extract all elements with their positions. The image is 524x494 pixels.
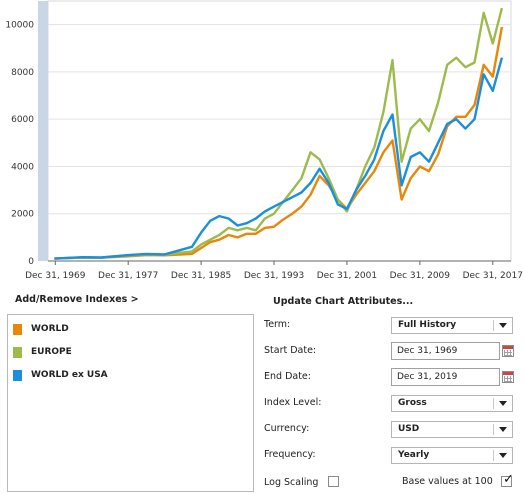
start-date-input[interactable]: Dec 31, 1969 — [391, 342, 500, 360]
grid-lines — [48, 24, 511, 215]
series-line-world — [54, 26, 504, 260]
update-chart-attributes-title: Update Chart Attributes... — [273, 296, 414, 307]
x-tick-label: Dec 31, 1977 — [98, 271, 158, 281]
term-select[interactable]: Full History — [391, 317, 513, 334]
y-tick-label: 8000 — [11, 68, 34, 78]
chevron-down-icon — [499, 401, 507, 406]
y-tick-label: 10000 — [5, 21, 34, 31]
start-date-value: Dec 31, 1969 — [397, 346, 458, 356]
calendar-header — [503, 372, 513, 375]
start-date-label: Start Date: — [264, 345, 317, 356]
y-tick-label: 4000 — [11, 162, 34, 172]
select-divider — [493, 398, 494, 409]
term-value: Full History — [398, 320, 457, 330]
chevron-down-icon — [499, 427, 507, 432]
base-values-label: Base values at 100 — [402, 476, 493, 487]
world-color-swatch — [13, 323, 22, 335]
start-date-calendar-icon[interactable] — [502, 345, 514, 357]
end-date-label: End Date: — [264, 371, 311, 382]
calendar-grid — [504, 350, 512, 356]
index-level-label: Index Level: — [264, 397, 322, 408]
index-item-world[interactable]: WORLD — [13, 322, 69, 336]
log-scaling-checkbox[interactable] — [328, 476, 339, 487]
y-axis-ticks: 0 2000 4000 6000 8000 10000 — [5, 21, 34, 267]
x-tick-label: Dec 31, 2017 — [463, 271, 523, 281]
select-divider — [493, 320, 494, 331]
select-divider — [493, 450, 494, 461]
base-values-checkbox[interactable]: ✓ — [501, 472, 514, 487]
currency-value: USD — [398, 424, 420, 434]
x-tick-label: Dec 31, 1969 — [25, 271, 86, 281]
end-date-calendar-icon[interactable] — [502, 371, 514, 383]
index-item-world-ex-usa[interactable]: WORLD ex USA — [13, 368, 108, 382]
checkmark-icon: ✓ — [503, 472, 514, 487]
x-tick-label: Dec 31, 2001 — [317, 271, 377, 281]
frequency-select[interactable]: Yearly — [391, 447, 513, 464]
select-divider — [493, 424, 494, 435]
europe-color-swatch — [13, 346, 22, 358]
index-list: WORLD EUROPE WORLD ex USA — [7, 314, 254, 492]
series-line-europe — [54, 7, 504, 260]
x-tick-label: Dec 31, 2009 — [390, 271, 451, 281]
term-label: Term: — [264, 319, 291, 330]
chevron-down-icon — [499, 323, 507, 328]
series-lines — [54, 7, 504, 260]
currency-label: Currency: — [264, 423, 310, 434]
end-date-input[interactable]: Dec 31, 2019 — [391, 368, 500, 386]
end-date-value: Dec 31, 2019 — [397, 372, 458, 382]
index-level-select[interactable]: Gross — [391, 395, 513, 412]
frequency-label: Frequency: — [264, 449, 316, 460]
series-line-world-ex-usa — [54, 57, 504, 260]
frequency-value: Yearly — [398, 450, 430, 460]
chart-scrollbar[interactable] — [38, 1, 48, 261]
currency-select[interactable]: USD — [391, 421, 513, 438]
y-tick-label: 0 — [28, 257, 34, 267]
log-scaling-label: Log Scaling — [264, 477, 319, 488]
chevron-down-icon — [499, 453, 507, 458]
y-tick-label: 2000 — [11, 210, 34, 220]
index-item-europe[interactable]: EUROPE — [13, 345, 72, 359]
calendar-grid — [504, 376, 512, 382]
index-label: WORLD — [31, 324, 69, 334]
plot-area-background — [47, 0, 512, 262]
index-label: EUROPE — [31, 347, 72, 357]
x-axis-ticks: Dec 31, 1969 Dec 31, 1977 Dec 31, 1985 Dec … — [25, 261, 523, 281]
x-tick-label: Dec 31, 1985 — [171, 271, 231, 281]
index-level-value: Gross — [398, 398, 427, 408]
world-ex-usa-color-swatch — [13, 369, 22, 381]
x-tick-label: Dec 31, 1993 — [244, 271, 304, 281]
index-label: WORLD ex USA — [31, 370, 108, 380]
add-remove-indexes-link[interactable]: Add/Remove Indexes > — [15, 294, 139, 305]
calendar-header — [503, 346, 513, 349]
y-tick-label: 6000 — [11, 115, 34, 125]
